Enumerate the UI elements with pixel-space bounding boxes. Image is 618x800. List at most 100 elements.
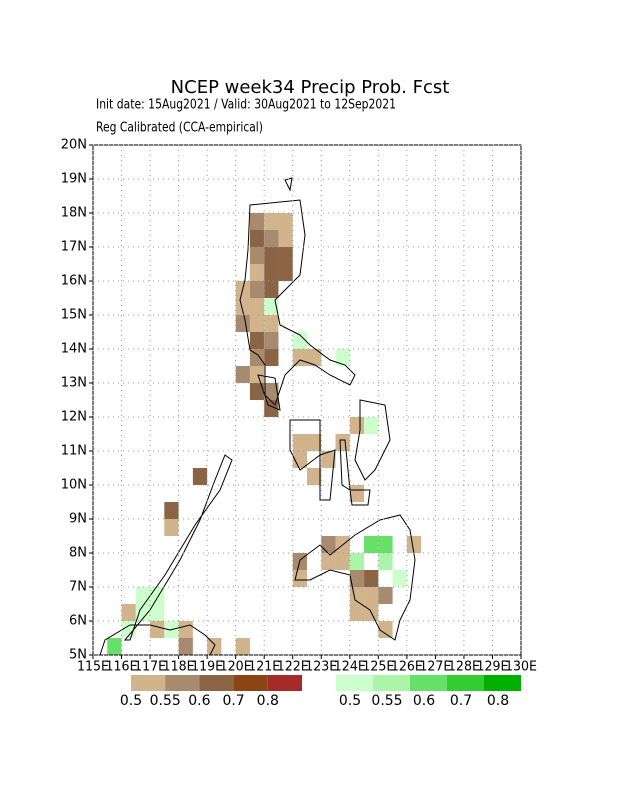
- prob-cell: [249, 366, 265, 383]
- prob-cell: [264, 264, 279, 281]
- prob-cell: [307, 349, 322, 366]
- legend-swatch: [410, 675, 447, 691]
- prob-cell: [307, 434, 322, 451]
- prob-cell: [335, 434, 350, 451]
- prob-cell: [249, 298, 265, 315]
- prob-cell: [249, 315, 265, 332]
- prob-cell: [235, 638, 250, 655]
- prob-cell: [292, 332, 307, 349]
- prob-cell: [249, 230, 265, 247]
- prob-cell: [249, 213, 265, 230]
- y-tick-label: 7N: [69, 580, 87, 595]
- legend-swatch: [131, 675, 166, 691]
- legend-label: 0.8: [487, 693, 509, 709]
- legend-label: 0.7: [450, 693, 472, 709]
- legend-swatch: [447, 675, 484, 691]
- y-tick-label: 19N: [61, 172, 87, 187]
- prob-cell: [150, 604, 165, 621]
- prob-cell: [264, 281, 279, 298]
- prob-cell: [264, 349, 279, 366]
- prob-cell: [378, 553, 393, 570]
- prob-cell: [249, 247, 265, 264]
- prob-cell: [264, 298, 279, 315]
- y-tick-label: 13N: [61, 376, 87, 391]
- prob-cell: [335, 553, 350, 570]
- prob-cell: [349, 570, 365, 587]
- y-tick-label: 8N: [69, 546, 87, 561]
- prob-cell: [349, 417, 365, 434]
- prob-cell: [278, 247, 293, 264]
- prob-cell: [235, 298, 250, 315]
- x-tick-label: 116E: [106, 660, 138, 675]
- prob-cell: [164, 519, 179, 536]
- x-tick-label: 125E: [362, 660, 394, 675]
- prob-cell: [378, 621, 393, 638]
- y-tick-label: 14N: [61, 342, 87, 357]
- prob-cell: [364, 536, 379, 553]
- prob-cell: [278, 230, 293, 247]
- prob-cell: [249, 264, 265, 281]
- prob-cell: [264, 315, 279, 332]
- y-tick-label: 5N: [69, 648, 87, 663]
- legend-label: 0.55: [371, 693, 402, 709]
- legend-swatch: [484, 675, 521, 691]
- prob-cell: [235, 315, 250, 332]
- prob-cell: [192, 468, 208, 485]
- prob-cell: [121, 604, 136, 621]
- prob-cell: [107, 638, 122, 655]
- prob-cell: [249, 383, 265, 400]
- prob-cell: [321, 451, 336, 468]
- prob-cell: [178, 638, 193, 655]
- prob-cell: [249, 281, 265, 298]
- legend-label: 0.6: [188, 693, 210, 709]
- legend-label: 0.6: [413, 693, 435, 709]
- legend-swatch: [336, 675, 373, 691]
- y-tick-label: 16N: [61, 274, 87, 289]
- x-tick-label: 128E: [448, 660, 480, 675]
- prob-cell: [178, 621, 193, 638]
- prob-cell: [364, 417, 379, 434]
- prob-cell: [406, 536, 422, 553]
- legend-swatch: [165, 675, 200, 691]
- prob-cell: [349, 485, 365, 502]
- x-tick-label: 121E: [248, 660, 280, 675]
- y-tick-label: 15N: [61, 308, 87, 323]
- prob-cell: [264, 383, 279, 400]
- y-tick-label: 12N: [61, 410, 87, 425]
- y-tick-label: 17N: [61, 240, 87, 255]
- legend-label: 0.5: [120, 693, 142, 709]
- legend-label: 0.55: [150, 693, 181, 709]
- x-tick-label: 130E: [505, 660, 537, 675]
- legend-label: 0.5: [339, 693, 361, 709]
- prob-cell: [278, 213, 293, 230]
- prob-cell: [264, 247, 279, 264]
- x-tick-label: 118E: [163, 660, 195, 675]
- prob-cell: [349, 553, 365, 570]
- legend-swatch: [199, 675, 234, 691]
- prob-cell: [321, 536, 336, 553]
- prob-cell: [150, 621, 165, 638]
- legend-label: 0.8: [257, 693, 279, 709]
- legend-swatch: [233, 675, 268, 691]
- subtitle: Reg Calibrated (CCA-empirical): [96, 121, 263, 136]
- x-tick-label: 124E: [334, 660, 366, 675]
- legend-swatch: [267, 675, 302, 691]
- x-tick-label: 120E: [220, 660, 252, 675]
- prob-cell: [292, 451, 307, 468]
- legend-label: 0.7: [222, 693, 244, 709]
- y-tick-label: 18N: [61, 206, 87, 221]
- legend-swatch: [373, 675, 410, 691]
- prob-cell: [264, 332, 279, 349]
- x-tick-label: 115E: [77, 660, 109, 675]
- prob-cell: [135, 604, 151, 621]
- prob-cell: [135, 587, 151, 604]
- x-tick-label: 119E: [191, 660, 223, 675]
- prob-cell: [249, 349, 265, 366]
- prob-cell: [307, 468, 322, 485]
- prob-cell: [292, 434, 307, 451]
- x-tick-label: 123E: [305, 660, 337, 675]
- prob-cell: [378, 587, 393, 604]
- prob-cell: [278, 264, 293, 281]
- prob-cell: [364, 587, 379, 604]
